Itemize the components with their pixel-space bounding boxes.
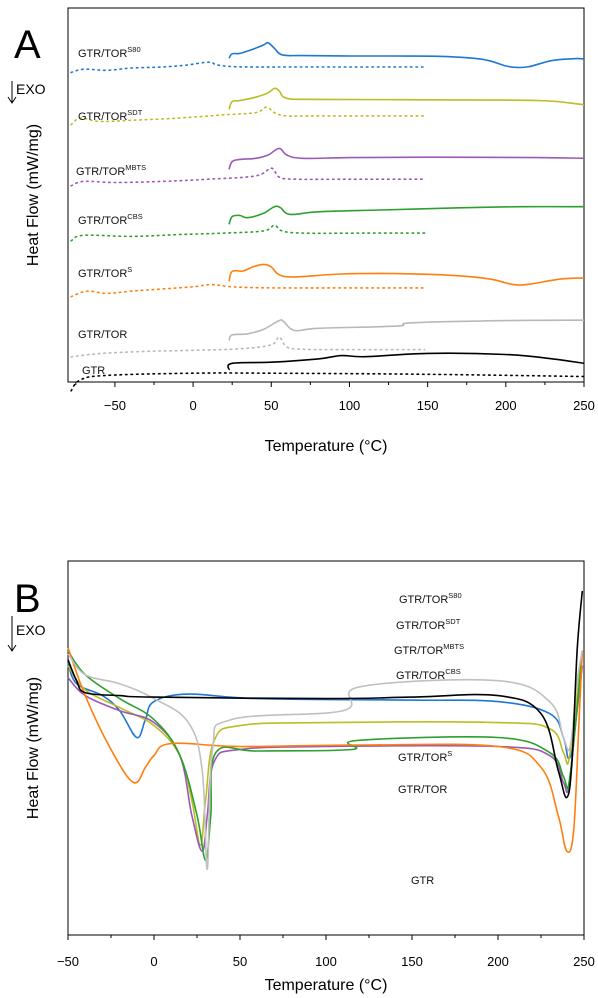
series-label: GTR <box>411 875 434 887</box>
panel-b-series-lines <box>67 590 584 871</box>
series-line <box>67 650 584 862</box>
x-tick-label: 150 <box>401 954 423 969</box>
panel-a-letter: A <box>14 23 41 67</box>
panel-a-series-labels: GTR/TORS80 GTR/TORSDT GTR/TORMBTS GTR/TORCB… <box>76 45 146 377</box>
series-line-first-heating <box>70 336 426 358</box>
series-line-second-heating <box>228 205 585 225</box>
x-tick-label: 50 <box>264 398 278 413</box>
series-label: GTR/TOR <box>78 329 127 341</box>
panel-b-x-ticks: −50 0 50 100 150 200 250 <box>57 935 595 969</box>
x-tick-label: 250 <box>573 954 595 969</box>
series-line-second-heating <box>228 41 585 69</box>
panel-b-xlabel: Temperature (°C) <box>265 977 388 994</box>
panel-b-exo-arrowhead-icon <box>7 644 17 652</box>
series-label: GTR/TORS <box>398 749 452 764</box>
panel-b-ylabel: Heat Flow (mW/mg) <box>25 677 42 819</box>
x-tick-label: 100 <box>315 954 337 969</box>
series-line-first-heating <box>70 61 426 74</box>
series-label: GTR/TORS80 <box>399 591 462 606</box>
series-label: GTR/TORSDT <box>78 108 143 123</box>
series-label: GTR/TORMBTS <box>76 163 146 178</box>
series-line <box>67 590 584 799</box>
panel-a-series-lines <box>70 41 585 392</box>
series-line-first-heating <box>70 167 426 187</box>
series-line <box>67 665 584 853</box>
x-tick-label: 250 <box>573 398 595 413</box>
x-tick-label: 50 <box>233 954 247 969</box>
series-line <box>67 647 584 854</box>
x-tick-label: −50 <box>57 954 79 969</box>
series-line-first-heating <box>70 283 426 298</box>
series-label: GTR <box>82 365 105 377</box>
series-line-second-heating <box>228 87 585 110</box>
x-tick-label: 100 <box>339 398 361 413</box>
x-tick-label: 0 <box>150 954 157 969</box>
series-line-second-heating <box>228 263 585 286</box>
panel-a-exo-arrowhead-icon <box>7 96 17 104</box>
panel-a-exo-indicator: EXO <box>7 81 46 104</box>
panel-b-letter: B <box>14 577 41 621</box>
series-label: GTR/TORMBTS <box>394 642 464 657</box>
series-line-second-heating <box>228 147 585 170</box>
x-tick-label: 150 <box>417 398 439 413</box>
panel-a-ylabel: Heat Flow (mW/mg) <box>25 124 42 266</box>
series-label: GTR/TORCBS <box>78 212 143 227</box>
series-line-first-heating <box>70 224 429 242</box>
x-tick-label: −50 <box>104 398 126 413</box>
series-line <box>67 650 584 760</box>
series-label: GTR/TORCBS <box>396 667 461 682</box>
series-label: GTR/TORSDT <box>396 617 461 632</box>
x-tick-label: 200 <box>487 954 509 969</box>
panel-a-exo-label: EXO <box>16 81 46 97</box>
panel-b-series-labels: GTR/TORS80 GTR/TORSDT GTR/TORMBTS GTR/TORCB… <box>394 591 464 887</box>
x-tick-label: 0 <box>189 398 196 413</box>
series-label: GTR/TORS <box>78 265 132 280</box>
series-line-second-heating <box>227 352 585 371</box>
series-line <box>67 650 584 871</box>
series-label: GTR/TOR <box>398 784 447 796</box>
panel-a-x-ticks: −50 0 50 100 150 200 250 <box>75 382 595 413</box>
series-label: GTR/TORS80 <box>78 45 141 60</box>
panel-a-plot-frame <box>67 7 585 383</box>
panel-b: B Heat Flow (mW/mg) Temperature (°C) EXO… <box>7 560 595 994</box>
panel-b-exo-label: EXO <box>16 622 46 638</box>
panel-a-xlabel: Temperature (°C) <box>265 438 388 455</box>
series-line-first-heating <box>70 372 585 392</box>
series-line <box>67 650 584 847</box>
panel-b-exo-indicator: EXO <box>7 616 46 652</box>
series-line-second-heating <box>228 319 585 341</box>
panel-a: A Heat Flow (mW/mg) Temperature (°C) EXO… <box>7 7 595 455</box>
x-tick-label: 200 <box>495 398 517 413</box>
